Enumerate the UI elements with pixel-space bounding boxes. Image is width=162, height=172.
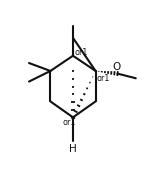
Text: O: O	[113, 62, 121, 72]
Text: or1: or1	[96, 74, 110, 83]
Text: or1: or1	[75, 48, 88, 57]
Text: H: H	[69, 144, 77, 154]
Text: or1: or1	[62, 118, 76, 127]
